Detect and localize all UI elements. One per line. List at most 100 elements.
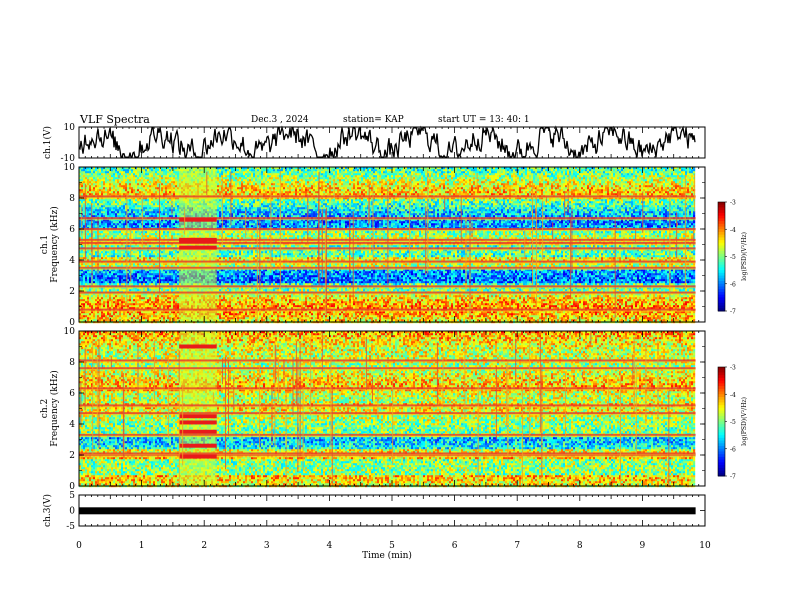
spectrogram-cell [137, 295, 140, 298]
spectrogram-cell [235, 299, 238, 302]
spectrogram-cell [419, 319, 422, 322]
spectrogram-cell [249, 297, 252, 300]
spectrogram-cell [519, 319, 522, 322]
spectrogram-cell [621, 315, 624, 318]
spectrogram-cell [89, 305, 92, 308]
spectrogram-cell [373, 319, 376, 322]
spectrogram-cell [663, 311, 666, 314]
spectrogram-cell [239, 295, 242, 298]
spectrogram-cell [355, 311, 358, 314]
spectrogram-cell [563, 319, 566, 322]
spectrogram-cell [305, 313, 308, 316]
spectrogram-cell [323, 301, 326, 304]
spectrogram-cell [475, 301, 478, 304]
spectrogram-cell [539, 307, 542, 310]
spectrogram-cell [507, 305, 510, 308]
spectrogram-cell [413, 311, 416, 314]
spectrogram-cell [405, 307, 408, 310]
spectrogram-cell [659, 319, 662, 322]
spectrogram-cell [651, 301, 654, 304]
spectrogram-cell [151, 319, 154, 322]
spectrogram-cell [373, 305, 376, 308]
spectrogram-cell [505, 319, 508, 322]
spectrogram-cell [227, 307, 230, 310]
spectrogram-cell [163, 295, 166, 298]
spectrogram-cell [395, 315, 398, 318]
spectrogram-cell [287, 299, 290, 302]
spectrogram-cell [133, 303, 136, 306]
spectrogram-cell [111, 297, 114, 300]
spectrogram-cell [585, 303, 588, 306]
spectrogram-cell [297, 315, 300, 318]
spectrogram-cell [391, 305, 394, 308]
spectrogram-cell [579, 311, 582, 314]
spectrogram-cell [337, 303, 340, 306]
spectrogram-cell [317, 317, 320, 320]
spectrogram-cell [381, 303, 384, 306]
spectrogram-cell [529, 299, 532, 302]
spectrogram-cell [323, 299, 326, 302]
spectrogram-cell [539, 319, 542, 322]
spectrogram-cell [155, 305, 158, 308]
spectrogram-cell [289, 299, 292, 302]
spectrogram-cell [411, 319, 414, 322]
spectrogram-cell [137, 299, 140, 302]
spectrogram-cell [413, 301, 416, 304]
spectrogram-cell [483, 319, 486, 322]
spectrogram-cell [99, 307, 102, 310]
spectrogram-cell [333, 297, 336, 300]
spectrogram-cell [659, 307, 662, 310]
spectrogram-cell [603, 311, 606, 314]
spectrogram-cell [431, 317, 434, 320]
spectrogram-cell [427, 307, 430, 310]
spectrogram-cell [111, 315, 114, 318]
spectrogram-cell [297, 295, 300, 298]
spectrogram-cell [347, 313, 350, 316]
spectrogram-cell [125, 319, 128, 322]
spectrogram-cell [115, 297, 118, 300]
spectrogram-cell [447, 295, 450, 298]
spectrogram-cell [657, 315, 660, 318]
spectrogram-cell [387, 297, 390, 300]
spectrogram-cell [645, 319, 648, 322]
spectrogram-cell [489, 305, 492, 308]
spectrogram-cell [291, 297, 294, 300]
spectrogram-cell [169, 319, 172, 322]
spectrogram-cell [565, 319, 568, 322]
spectrogram-cell [691, 295, 694, 298]
spectrogram-cell [433, 305, 436, 308]
spectrogram-cell [531, 307, 534, 310]
spectrogram-cell [617, 319, 620, 322]
spectrogram-cell [559, 311, 562, 314]
spectrogram-cell [579, 303, 582, 306]
spectrogram-cell [155, 303, 158, 306]
spectrogram-cell [443, 313, 446, 316]
spectrogram-cell [425, 319, 428, 322]
spectrogram-cell [459, 299, 462, 302]
spectrogram-cell [587, 315, 590, 318]
spectrogram-cell [109, 315, 112, 318]
spectrogram-cell [309, 305, 312, 308]
spectrogram-cell [553, 313, 556, 316]
spectrogram-cell [351, 301, 354, 304]
spectrogram-cell [95, 319, 98, 322]
spectrogram-cell [91, 289, 94, 292]
spectrogram-cell [137, 305, 140, 308]
spectrogram-cell [587, 303, 590, 306]
spectrogram-cell [95, 311, 98, 314]
spectrogram-cell [319, 299, 322, 302]
spectrogram-cell [677, 299, 680, 302]
spectrogram-cell [399, 319, 402, 322]
spectrogram-cell [419, 295, 422, 298]
spectrogram-cell [221, 301, 224, 304]
spectrogram-cell [449, 313, 452, 316]
spectrogram-cell [457, 319, 460, 322]
spectrogram-cell [323, 317, 326, 320]
spectrogram-cell [647, 307, 650, 310]
spectrogram-cell [81, 307, 84, 310]
spectrogram-cell [271, 317, 274, 320]
spectrogram-cell [231, 319, 234, 322]
spectrogram-cell [525, 297, 528, 300]
spectrogram-cell [375, 297, 378, 300]
